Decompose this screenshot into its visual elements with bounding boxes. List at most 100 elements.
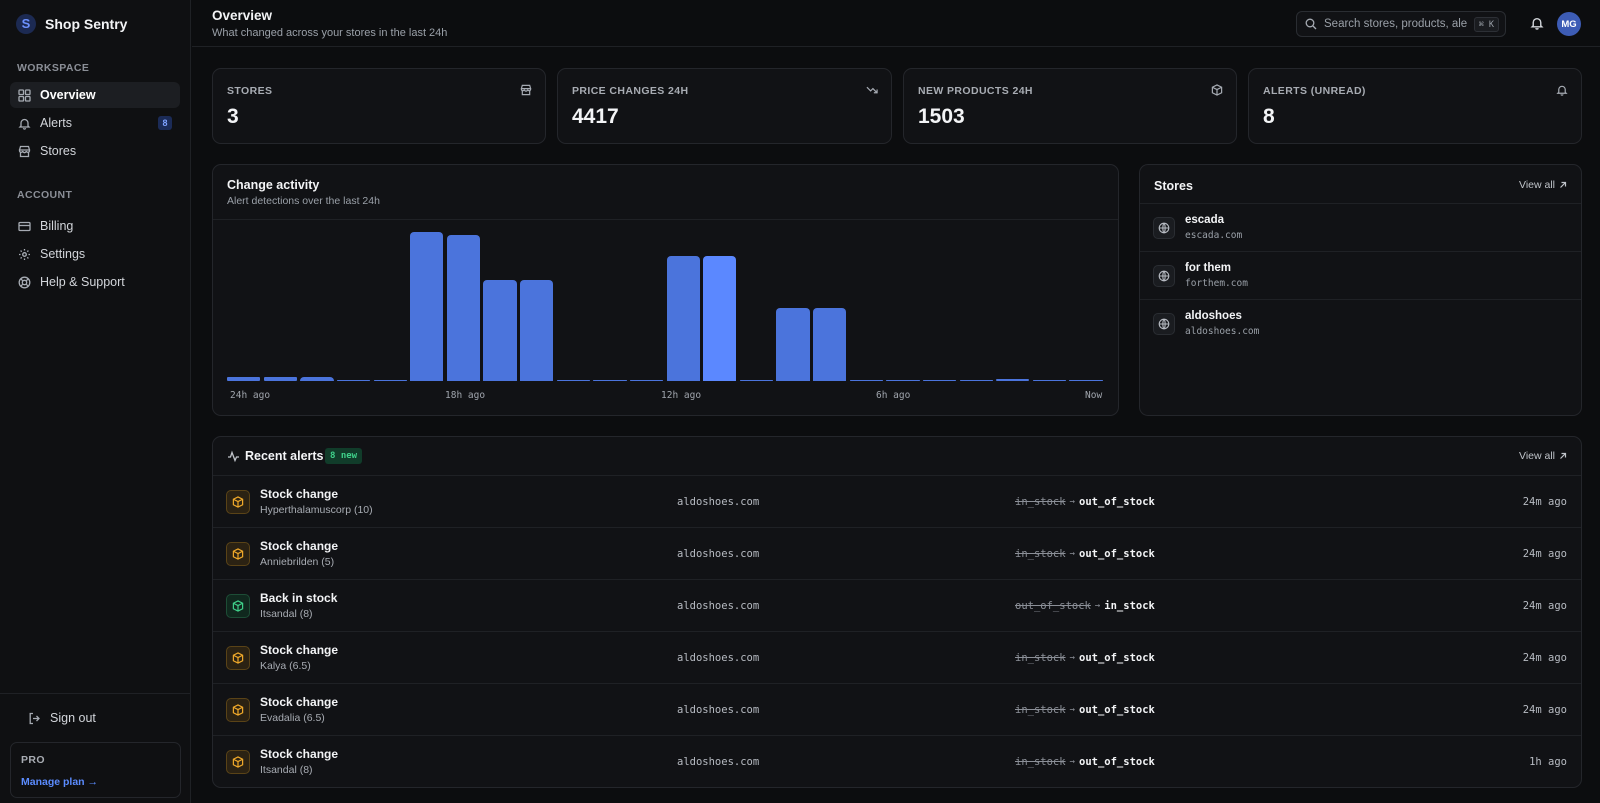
search-box[interactable]: ⌘ K — [1296, 11, 1506, 37]
arrow-right-icon: → — [1069, 549, 1075, 559]
avatar[interactable]: MG — [1557, 12, 1581, 36]
stat-label: PRICE CHANGES 24H — [572, 85, 689, 97]
chart-bar[interactable] — [593, 379, 627, 381]
arrow-right-icon: → — [1094, 601, 1101, 611]
view-all-label: View all — [1519, 450, 1555, 462]
chart-bar[interactable] — [813, 307, 847, 381]
chart-bar[interactable] — [1069, 379, 1103, 381]
stat-value: 3 — [227, 105, 239, 128]
sidebar-item-overview[interactable]: Overview — [10, 82, 180, 108]
old-status: in_stock — [1015, 704, 1066, 716]
sidebar-item-label: Stores — [40, 144, 77, 158]
chart-bar[interactable] — [483, 279, 517, 381]
package-icon — [226, 698, 250, 722]
chart-bar[interactable] — [336, 379, 371, 381]
package-icon — [226, 490, 250, 514]
sidebar-item-stores[interactable]: Stores — [10, 138, 180, 164]
stat-card-price-changes: PRICE CHANGES 24H 4417 — [557, 68, 892, 144]
store-name: for them — [1185, 262, 1231, 274]
sidebar-item-help[interactable]: Help & Support — [10, 269, 180, 295]
stores-title: Stores — [1154, 179, 1193, 193]
alert-product: Kalya (6.5) — [260, 660, 311, 672]
stat-card-stores: STORES 3 — [212, 68, 546, 144]
stat-label: ALERTS (UNREAD) — [1263, 85, 1366, 97]
chart-bar[interactable] — [739, 379, 774, 381]
alert-domain: aldoshoes.com — [677, 496, 760, 508]
chart-bar[interactable] — [446, 234, 481, 381]
sidebar-item-billing[interactable]: Billing — [10, 213, 180, 239]
alerts-count-badge: 8 — [158, 116, 172, 130]
plan-card: PRO Manage plan → — [10, 742, 181, 798]
old-status: in_stock — [1015, 652, 1066, 664]
alert-time: 24m ago — [1522, 548, 1567, 560]
chart-bar[interactable] — [996, 378, 1030, 381]
alert-row[interactable]: Stock change Hyperthalamuscorp (10) aldosh… — [213, 475, 1581, 527]
stores-view-all-link[interactable]: View all — [1519, 179, 1567, 191]
alert-title: Stock change — [260, 747, 339, 761]
store-domain: escada.com — [1185, 230, 1243, 241]
new-status: out_of_stock — [1079, 548, 1155, 560]
store-domain: forthem.com — [1185, 278, 1248, 289]
chart-bar[interactable] — [227, 377, 261, 381]
alert-product: Hyperthalamuscorp (10) — [260, 504, 373, 516]
brand[interactable]: S Shop Sentry — [0, 0, 190, 47]
alert-time: 24m ago — [1522, 496, 1567, 508]
x-tick-label: 6h ago — [876, 390, 911, 401]
alerts-view-all-link[interactable]: View all — [1519, 450, 1567, 462]
alert-row[interactable]: Stock change Evadalia (6.5) aldoshoes.com i… — [213, 683, 1581, 735]
package-icon — [226, 594, 250, 618]
x-tick-label: 12h ago — [661, 390, 702, 401]
page-subtitle: What changed across your stores in the l… — [212, 27, 448, 39]
chart-bar[interactable] — [373, 379, 407, 381]
store-row[interactable]: escada escada.com — [1140, 203, 1581, 250]
chart-bar[interactable] — [666, 255, 700, 381]
chart-bar[interactable] — [849, 379, 883, 381]
new-status: out_of_stock — [1079, 704, 1155, 716]
new-status: in_stock — [1104, 600, 1155, 612]
search-input[interactable] — [1324, 18, 1474, 30]
chart-bar[interactable] — [300, 376, 334, 381]
globe-icon — [1153, 265, 1175, 287]
chart-bar[interactable] — [776, 307, 810, 381]
chart-bar[interactable] — [263, 377, 297, 381]
chart-bar[interactable] — [1032, 379, 1067, 381]
bell-icon — [17, 116, 31, 130]
x-tick-label: Now — [1085, 390, 1103, 401]
notifications-bell-icon[interactable] — [1528, 14, 1546, 32]
chart-bar[interactable] — [520, 279, 554, 381]
old-status: in_stock — [1015, 548, 1066, 560]
alert-status-change: in_stock → out_of_stock — [1015, 496, 1155, 508]
alert-title: Stock change — [260, 487, 339, 501]
new-status: out_of_stock — [1079, 652, 1155, 664]
alert-row[interactable]: Stock change Kalya (6.5) aldoshoes.com in_s… — [213, 631, 1581, 683]
chart-bar[interactable] — [556, 379, 590, 381]
chart-bar[interactable] — [410, 232, 444, 381]
chart-bar[interactable] — [703, 255, 737, 381]
new-status: out_of_stock — [1079, 756, 1155, 768]
sidebar-item-alerts[interactable]: Alerts 8 — [10, 110, 180, 136]
alert-product: Itsandal (8) — [260, 608, 313, 620]
alert-row[interactable]: Stock change Itsandal (8) aldoshoes.com in_… — [213, 735, 1581, 787]
sign-out-button[interactable]: Sign out — [20, 705, 190, 731]
sidebar-item-label: Help & Support — [40, 275, 125, 289]
chart-bar[interactable] — [922, 379, 957, 381]
alert-row[interactable]: Back in stock Itsandal (8) aldoshoes.com ou… — [213, 579, 1581, 631]
alert-domain: aldoshoes.com — [677, 756, 760, 768]
sidebar-item-settings[interactable]: Settings — [10, 241, 180, 267]
chart-bar[interactable] — [886, 379, 920, 381]
store-row[interactable]: for them forthem.com — [1140, 251, 1581, 298]
alert-time: 24m ago — [1522, 652, 1567, 664]
package-icon — [226, 750, 250, 774]
chart-bar[interactable] — [629, 379, 664, 381]
sidebar-item-label: Billing — [40, 219, 74, 233]
stores-card: Stores View all escada escada.com for th… — [1139, 164, 1582, 416]
manage-plan-link[interactable]: Manage plan → — [21, 776, 99, 788]
store-row[interactable]: aldoshoes aldoshoes.com — [1140, 299, 1581, 346]
chart-bar[interactable] — [959, 379, 993, 381]
alert-status-change: in_stock → out_of_stock — [1015, 704, 1155, 716]
new-alerts-badge: 8 new — [325, 448, 363, 464]
alert-row[interactable]: Stock change Anniebrilden (5) aldoshoes.co… — [213, 527, 1581, 579]
alert-domain: aldoshoes.com — [677, 652, 760, 664]
stat-value: 4417 — [572, 105, 619, 128]
arrow-right-icon: → — [1069, 497, 1075, 507]
